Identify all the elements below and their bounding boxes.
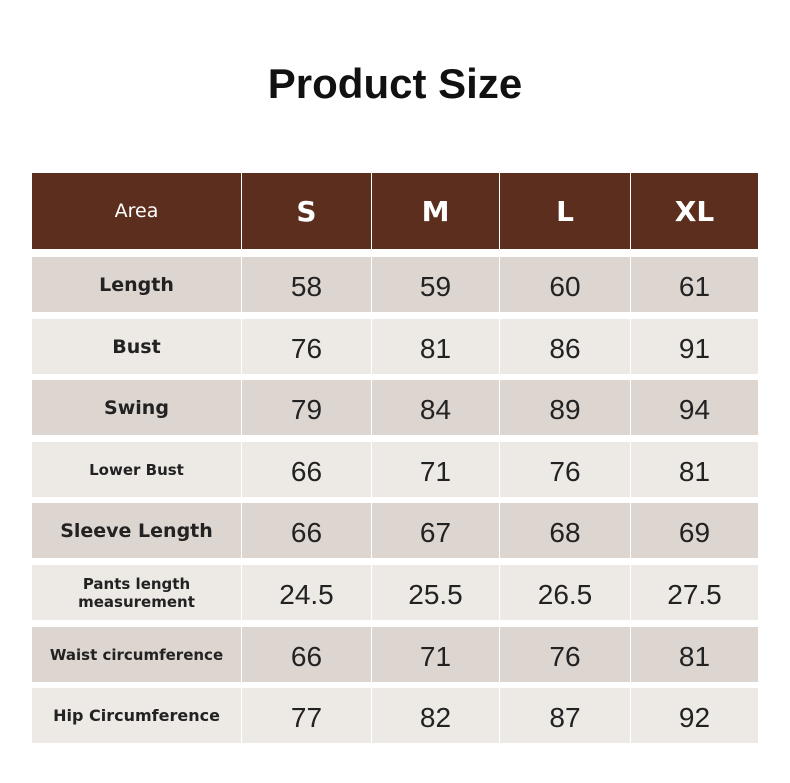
column-header: M bbox=[372, 173, 499, 249]
row-label: Waist circumference bbox=[32, 627, 241, 682]
cell-value: 76 bbox=[242, 319, 371, 374]
cell-value: 91 bbox=[631, 319, 758, 374]
cell-value: 60 bbox=[500, 257, 630, 312]
cell-value: 66 bbox=[242, 442, 371, 497]
column-header: L bbox=[500, 173, 630, 249]
cell-value: 79 bbox=[242, 380, 371, 435]
cell-value: 87 bbox=[500, 688, 630, 743]
row-label: Pants length measurement bbox=[32, 565, 241, 620]
cell-value: 81 bbox=[372, 319, 499, 374]
cell-value: 27.5 bbox=[631, 565, 758, 620]
cell-value: 71 bbox=[372, 627, 499, 682]
cell-value: 24.5 bbox=[242, 565, 371, 620]
cell-value: 94 bbox=[631, 380, 758, 435]
cell-value: 25.5 bbox=[372, 565, 499, 620]
row-label: Swing bbox=[32, 380, 241, 435]
column-header: Area bbox=[32, 173, 241, 249]
cell-value: 71 bbox=[372, 442, 499, 497]
cell-value: 92 bbox=[631, 688, 758, 743]
cell-value: 77 bbox=[242, 688, 371, 743]
cell-value: 69 bbox=[631, 503, 758, 558]
page-title: Product Size bbox=[267, 60, 523, 107]
cell-value: 81 bbox=[631, 627, 758, 682]
cell-value: 61 bbox=[631, 257, 758, 312]
cell-value: 58 bbox=[242, 257, 371, 312]
cell-value: 89 bbox=[500, 380, 630, 435]
cell-value: 81 bbox=[631, 442, 758, 497]
cell-value: 26.5 bbox=[500, 565, 630, 620]
cell-value: 68 bbox=[500, 503, 630, 558]
row-label: Length bbox=[32, 257, 241, 312]
cell-value: 86 bbox=[500, 319, 630, 374]
row-label: Hip Circumference bbox=[32, 688, 241, 743]
cell-value: 84 bbox=[372, 380, 499, 435]
column-header: S bbox=[242, 173, 371, 249]
cell-value: 59 bbox=[372, 257, 499, 312]
row-label: Lower Bust bbox=[32, 442, 241, 497]
cell-value: 76 bbox=[500, 442, 630, 497]
cell-value: 82 bbox=[372, 688, 499, 743]
column-header: XL bbox=[631, 173, 758, 249]
row-label: Sleeve Length bbox=[32, 503, 241, 558]
cell-value: 66 bbox=[242, 627, 371, 682]
row-label: Bust bbox=[32, 319, 241, 374]
cell-value: 67 bbox=[372, 503, 499, 558]
cell-value: 66 bbox=[242, 503, 371, 558]
cell-value: 76 bbox=[500, 627, 630, 682]
